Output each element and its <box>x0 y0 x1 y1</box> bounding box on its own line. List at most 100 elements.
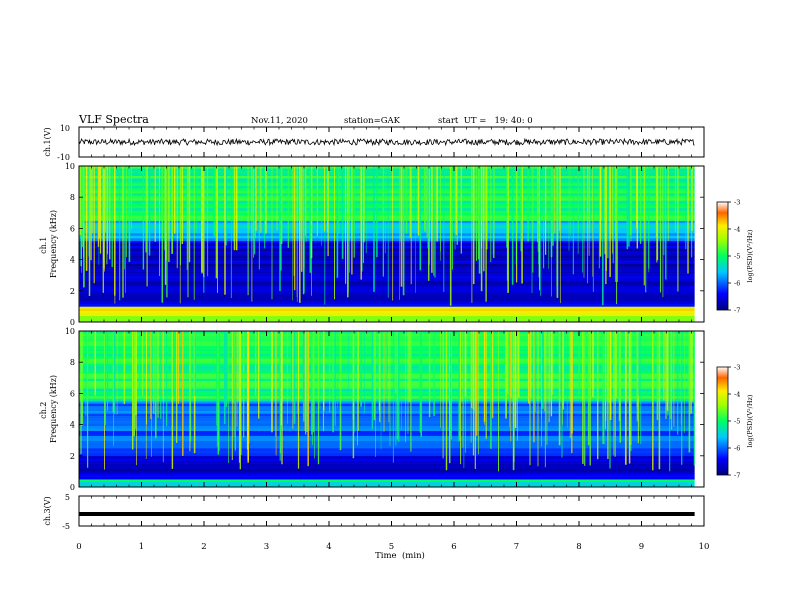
ch2-spectrogram-ytick-label: 10 <box>65 327 75 336</box>
ch2-spectrogram-band-row <box>79 411 695 414</box>
ch1-spectrogram-band-row <box>79 170 695 174</box>
ch2-spectrogram-band-row <box>79 433 695 437</box>
ch2-ylabel-line2: Frequency (kHz) <box>49 375 58 443</box>
ch2-colorbar-ticks: -3 -4 -5 -6 -7 <box>728 364 740 480</box>
ch1-spectrogram-band-row <box>79 301 695 305</box>
figure-title: VLF Spectra <box>78 113 149 126</box>
ch1-spectrogram-band-row <box>79 166 695 169</box>
ch1-spectrogram-ytick-label: 6 <box>70 224 75 233</box>
ch1-spectrogram-colorbar-tick-label: -4 <box>734 226 740 234</box>
time-tick-label: 8 <box>576 542 581 552</box>
ch2-spectrogram-band-row <box>79 386 695 389</box>
ch1-spectrogram-band-row <box>79 243 695 247</box>
ch1-spectrogram-band-row <box>79 223 695 226</box>
ch2-spectrogram-band-row <box>79 418 695 422</box>
ch1-spectrogram-band-row <box>79 281 695 285</box>
ch1-spectrogram-band-row <box>79 213 695 216</box>
ch1-spectrogram-band-row <box>79 215 695 219</box>
ch2-spectrogram-band-row <box>79 371 695 374</box>
ch1-spectrogram-ylabel: ch.1 Frequency (kHz) <box>39 210 58 278</box>
ch2-spectrogram-band-row <box>79 341 695 344</box>
ch2-spectrogram-band-row <box>79 426 695 429</box>
ch1-spectrogram-band-row <box>79 193 695 197</box>
ch1-spectrogram-band-row <box>79 315 695 320</box>
start-time-label: start UT = 19: 40: 0 <box>438 116 533 126</box>
ch1-spectrogram-ytick-label: 4 <box>70 256 75 265</box>
time-tick-labels: 0 1 2 3 4 5 6 7 8 9 10 <box>76 542 709 552</box>
ch1-spectrogram-colorbar-tick-label: -5 <box>734 253 740 261</box>
ch2-spectrogram-band-row <box>79 366 695 369</box>
ch2-spectrogram-band-row <box>79 353 695 357</box>
ch2-spectrogram-band-row <box>79 440 695 444</box>
ch2-spectrogram-band-row <box>79 428 695 432</box>
ch1-spectrogram-band-row <box>79 220 695 224</box>
ch2-spectrogram-band-row <box>79 391 695 394</box>
ch1-spectrogram-image <box>79 166 695 323</box>
ch1-colorbar-scale <box>716 201 729 311</box>
ch2-spectrogram-band-row <box>79 343 695 347</box>
ch1-spectrogram-band-row <box>79 240 695 244</box>
ch2-spectrogram-band-row <box>79 445 695 449</box>
ch2-spectrogram-band-row <box>79 453 695 457</box>
ch2-spectrogram-band-row <box>79 368 695 372</box>
ch1-spectrogram-band-row <box>79 233 695 237</box>
ch2-spectrogram-band-row <box>79 383 695 387</box>
ch1-spectrogram-band-row <box>79 258 695 262</box>
ch2-spectrogram-band-row <box>79 376 695 379</box>
time-tick-marks <box>78 127 705 526</box>
ch1-spectrogram-band-row <box>79 203 695 207</box>
time-tick-label: 2 <box>201 542 206 552</box>
ch2-spectrogram-ytick-label: 0 <box>70 483 75 492</box>
ch1-waveform-ytick-top: 10 <box>60 124 70 133</box>
ch2-spectrogram-band-row <box>79 356 695 359</box>
ch2-spectrogram-band-row <box>79 435 695 439</box>
ch2-spectrogram-band-row <box>79 388 695 392</box>
ch2-spectrogram-band-row <box>79 346 695 349</box>
ch1-spectrogram-band-row <box>79 253 695 257</box>
ch2-colorbar: -3 -4 -5 -6 -7 log(PSD)(V²/Hz) <box>716 364 754 480</box>
ch2-spectrogram-band-row <box>79 458 695 462</box>
ch1-spectrogram-band-row <box>79 288 695 292</box>
ch1-spectrogram-band-row <box>79 306 695 310</box>
ch1-spectrogram-band-row <box>79 296 695 300</box>
ch1-spectrogram-band-row <box>79 245 695 249</box>
ch1-spectrogram-colorbar-tick-label: -6 <box>734 280 740 288</box>
ch2-spectrogram-band-row <box>79 448 695 452</box>
ch1-spectrogram-band-row <box>79 266 695 269</box>
ch1-spectrogram-band-row <box>79 261 695 264</box>
ch3-waveform-ytick-top: 5 <box>65 493 70 502</box>
ch1-ylabel-line2: Frequency (kHz) <box>49 210 58 278</box>
ch1-spectrogram-band-row <box>79 205 695 209</box>
time-tick-label: 0 <box>76 542 81 552</box>
ch1-spectrogram-band-row <box>79 283 695 287</box>
ch2-spectrogram-band-row <box>79 373 695 377</box>
date-label: Nov.11, 2020 <box>251 116 308 126</box>
ch1-colorbar: -3 -4 -5 -6 -7 log(PSD)(V²/Hz) <box>716 199 754 315</box>
ch2-spectrogram-band-row <box>79 468 695 472</box>
ch2-spectrogram-band-row <box>79 463 695 467</box>
ch2-spectrogram-band-row <box>79 393 695 397</box>
ch1-spectrogram-band-row <box>79 183 695 187</box>
time-tick-label: 1 <box>139 542 144 552</box>
ch1-spectrogram-band-row <box>79 293 695 297</box>
ch2-spectrogram-band-row <box>79 484 695 488</box>
ch1-spectrogram-band-row <box>79 185 695 189</box>
ch2-spectrogram-band-row <box>79 378 695 382</box>
ch1-spectrogram-band-row <box>79 175 695 179</box>
ch1-spectrogram-band-row <box>79 235 695 239</box>
ch2-spectrogram-ytick-label: 4 <box>70 421 75 430</box>
ch1-spectrogram-band-row <box>79 190 695 194</box>
ch1-spectrogram-band-row <box>79 303 695 307</box>
ch2-spectrogram-band-row <box>79 333 695 337</box>
ch1-spectrogram-band-row <box>79 313 695 317</box>
ch1-spectrogram-panel: ch.1 Frequency (kHz) 0 2 4 6 8 10 <box>39 162 705 327</box>
ch1-spectrogram-band-row <box>79 218 695 221</box>
ch1-spectrogram-band-row <box>79 225 695 229</box>
ch1-spectrogram-band-row <box>79 178 695 182</box>
ch2-spectrogram-band-row <box>79 471 695 475</box>
ch1-spectrogram-band-row <box>79 238 695 242</box>
ch2-spectrogram-band-row <box>79 361 695 364</box>
ch1-spectrogram-band-row <box>79 263 695 267</box>
time-tick-label: 3 <box>264 542 269 552</box>
